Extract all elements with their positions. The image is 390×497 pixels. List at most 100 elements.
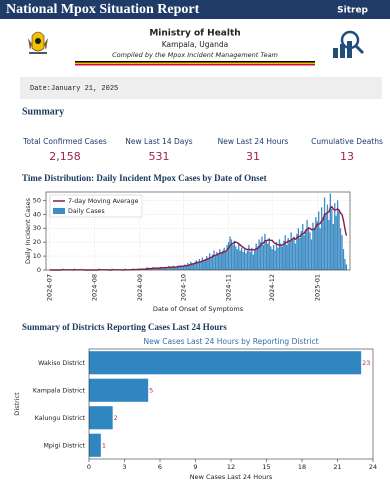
- x-tick-label: 6: [158, 463, 162, 471]
- bar: [229, 236, 231, 270]
- y-axis-label: District: [13, 392, 21, 416]
- bar: [310, 239, 313, 270]
- bar: [195, 260, 198, 270]
- y-tick-label: Kampala District: [33, 387, 86, 394]
- x-tick-label: 18: [298, 463, 306, 471]
- bar: [312, 222, 314, 270]
- bar: [217, 254, 220, 270]
- y-tick-label: Mpigi District: [43, 442, 85, 449]
- bar: [268, 237, 270, 270]
- bar: [278, 239, 281, 270]
- y-tick-label: 0: [37, 266, 41, 274]
- bar: [216, 251, 218, 270]
- bar: [89, 378, 149, 402]
- bar: [271, 249, 273, 270]
- bar: [187, 263, 189, 270]
- bar: [223, 247, 225, 270]
- value-label: 5: [149, 386, 153, 394]
- value-label: 23: [362, 359, 370, 367]
- bar: [287, 237, 289, 270]
- bar: [179, 267, 182, 270]
- bar: [153, 268, 156, 270]
- x-tick-label: 2024-08: [91, 274, 99, 301]
- bar: [210, 257, 212, 270]
- bar: [341, 235, 343, 270]
- x-tick-label: 2024-07: [46, 274, 54, 301]
- bar: [207, 258, 209, 270]
- bar: [163, 267, 166, 270]
- bar: [259, 242, 262, 270]
- top-bar: [0, 0, 390, 19]
- bar: [320, 207, 323, 270]
- bar: [338, 211, 340, 270]
- bar: [280, 243, 282, 270]
- compiled-by: Compiled by the Mpox Incident Management…: [112, 51, 278, 59]
- bar: [203, 260, 205, 270]
- bar: [238, 243, 240, 270]
- bar: [319, 228, 321, 270]
- section-title: Summary of Districts Reporting Cases Las…: [22, 322, 227, 332]
- bar: [313, 229, 316, 270]
- bar: [316, 221, 318, 270]
- bar: [198, 258, 201, 270]
- bar: [243, 249, 246, 270]
- y-tick-label: Wakiso District: [38, 360, 85, 367]
- section-title: Time Distribution: Daily Incident Mpox C…: [22, 173, 267, 183]
- bar: [329, 193, 332, 270]
- y-tick-label: 50: [33, 196, 41, 204]
- bar: [336, 200, 339, 270]
- bar: [224, 251, 227, 270]
- bar: [323, 197, 326, 270]
- bar: [331, 208, 333, 270]
- x-tick-label: 2024-12: [268, 274, 276, 301]
- bar: [245, 253, 247, 270]
- flag-stripe: [75, 61, 315, 66]
- bar: [222, 250, 224, 270]
- sitrep-tab[interactable]: Sitrep: [337, 6, 368, 16]
- section-title: Summary: [22, 106, 64, 117]
- bar: [166, 268, 169, 270]
- bar: [181, 265, 183, 270]
- bar: [190, 261, 192, 270]
- x-tick-label: 21: [333, 463, 341, 471]
- bar: [255, 243, 257, 270]
- bar: [315, 217, 317, 270]
- bar: [318, 211, 320, 270]
- bar: [233, 240, 236, 270]
- bar: [200, 261, 202, 270]
- bar: [264, 233, 266, 270]
- bar: [283, 240, 285, 270]
- bar: [303, 235, 305, 270]
- kpi-value: 531: [149, 150, 170, 163]
- bar: [258, 239, 260, 270]
- kpi-label: New Last 24 Hours: [218, 137, 289, 146]
- bar: [274, 250, 276, 270]
- bar: [230, 239, 233, 270]
- legend-label: 7-day Moving Average: [68, 198, 139, 205]
- chart-title: New Cases Last 24 Hours by Reporting Dis…: [143, 337, 318, 346]
- ministry: Ministry of Health: [149, 29, 240, 39]
- bar: [265, 240, 268, 270]
- bar: [294, 243, 297, 270]
- x-axis-label: Date of Onset of Symptoms: [153, 305, 244, 313]
- y-tick-label: 10: [33, 252, 41, 260]
- kpi-label: Total Confirmed Cases: [22, 137, 107, 146]
- bar: [176, 265, 179, 270]
- bar: [89, 406, 113, 430]
- bar: [256, 246, 259, 270]
- bar: [159, 267, 161, 270]
- report-title: National Mpox Situation Report: [6, 2, 200, 17]
- bar: [213, 250, 215, 270]
- bar: [162, 268, 164, 270]
- bar: [188, 264, 190, 270]
- bar: [251, 247, 253, 270]
- bar: [335, 215, 337, 270]
- bar: [171, 267, 173, 270]
- bar: [248, 244, 250, 270]
- bar: [201, 257, 204, 270]
- bar: [302, 224, 304, 270]
- bar: [232, 244, 234, 270]
- location: Kampala, Uganda: [162, 40, 228, 49]
- bar: [158, 268, 160, 270]
- bar: [220, 253, 222, 270]
